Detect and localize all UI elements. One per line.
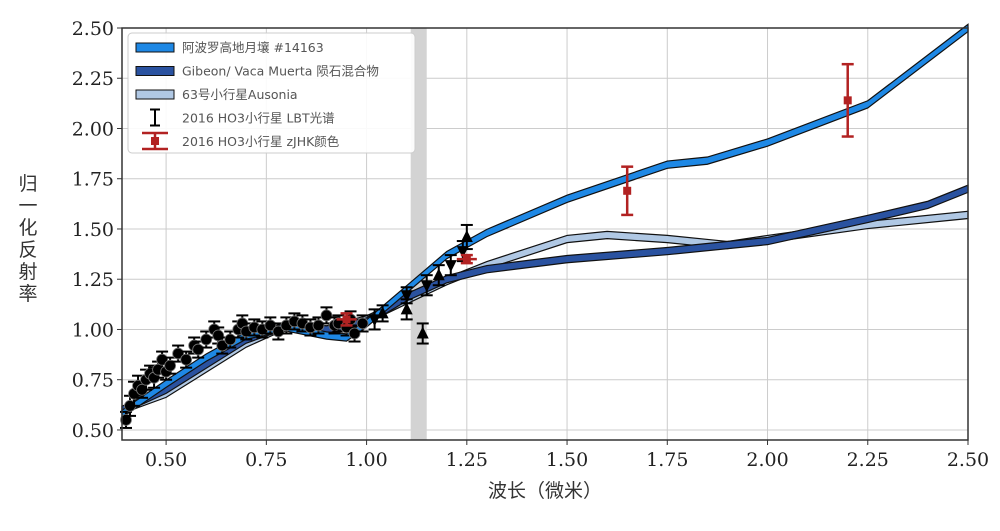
zjhk-square-point bbox=[843, 96, 852, 105]
lbt-circle-point bbox=[348, 327, 361, 340]
x-tick-label: 2.50 bbox=[947, 449, 989, 471]
lbt-up-triangle-point bbox=[416, 326, 429, 339]
y-tick-label: 1.75 bbox=[72, 169, 114, 191]
x-axis-label: 波长（微米） bbox=[488, 480, 602, 502]
zjhk-square-point bbox=[342, 315, 351, 324]
legend-swatch-1 bbox=[135, 66, 175, 76]
x-tick-label: 2.00 bbox=[746, 449, 788, 471]
lbt-circle-point bbox=[224, 333, 237, 346]
legend-swatch-2 bbox=[135, 89, 175, 100]
y-axis-label-char: 化 bbox=[18, 217, 37, 239]
lbt-up-triangle-point bbox=[376, 306, 389, 319]
x-tick-label: 1.00 bbox=[345, 449, 387, 471]
lbt-down-triangle-point bbox=[444, 260, 457, 273]
y-axis-label-char: 反 bbox=[18, 239, 37, 261]
points-layer bbox=[120, 62, 854, 429]
x-tick-label: 1.25 bbox=[446, 449, 488, 471]
lbt-circle-point bbox=[312, 319, 325, 332]
lbt-down-triangle-point bbox=[400, 290, 413, 303]
legend-label: 2016 HO3小行星 LBT光谱 bbox=[182, 111, 335, 126]
legend-label: 2016 HO3小行星 zJHK颜色 bbox=[182, 134, 340, 149]
series-band-2 bbox=[121, 210, 969, 415]
legend-zjhk-icon bbox=[151, 137, 159, 145]
lbt-up-triangle-point bbox=[400, 302, 413, 315]
x-tick-label: 0.75 bbox=[245, 449, 287, 471]
lbt-circle-point bbox=[164, 359, 177, 372]
ticks: 0.50 0.75 1.00 1.25 1.50 1.75 2.00 2.25 2.50 0.50… bbox=[72, 18, 989, 471]
y-tick-label: 2.50 bbox=[72, 18, 114, 40]
zjhk-square-point bbox=[623, 186, 632, 195]
legend-label: Gibeon/ Vaca Muerta 陨石混合物 bbox=[182, 64, 379, 79]
lbt-circle-point bbox=[356, 317, 369, 330]
y-tick-label: 0.50 bbox=[72, 420, 114, 442]
plot-frame bbox=[121, 27, 969, 441]
x-tick-label: 1.75 bbox=[646, 449, 688, 471]
lbt-down-triangle-point bbox=[420, 280, 433, 293]
lbt-circle-point bbox=[120, 414, 132, 426]
y-axis-label-char: 射 bbox=[18, 261, 37, 283]
y-tick-label: 2.00 bbox=[72, 118, 114, 140]
y-axis-label-char: 归 bbox=[18, 173, 37, 195]
y-tick-label: 1.50 bbox=[72, 219, 114, 241]
y-tick-label: 1.00 bbox=[72, 319, 114, 341]
lbt-circle-point bbox=[180, 353, 193, 366]
zjhk-square-point bbox=[462, 255, 471, 264]
legend-label: 63号小行星Ausonia bbox=[182, 87, 298, 102]
legend-box bbox=[127, 32, 416, 154]
lbt-circle-point bbox=[192, 343, 205, 356]
x-tick-label: 2.25 bbox=[847, 449, 889, 471]
y-axis-label: 归一化反射率 bbox=[18, 173, 37, 305]
y-tick-label: 2.25 bbox=[72, 68, 114, 90]
legend: 阿波罗高地月壤 #14163 Gibeon/ Vaca Muerta 陨石混合物 6… bbox=[127, 32, 416, 154]
lbt-up-triangle-point bbox=[460, 230, 473, 243]
lbt-up-triangle-point bbox=[432, 268, 445, 281]
y-axis-label-char: 一 bbox=[18, 195, 37, 217]
x-tick-label: 0.50 bbox=[145, 449, 187, 471]
y-tick-label: 1.25 bbox=[72, 269, 114, 291]
legend-label: 阿波罗高地月壤 #14163 bbox=[182, 40, 324, 55]
legend-swatch-0 bbox=[135, 42, 175, 53]
x-tick-label: 1.50 bbox=[546, 449, 588, 471]
lbt-circle-point bbox=[200, 333, 213, 346]
y-axis-label-char: 率 bbox=[18, 283, 37, 305]
y-tick-label: 0.75 bbox=[72, 370, 114, 392]
lbt-circle-point bbox=[320, 309, 333, 322]
